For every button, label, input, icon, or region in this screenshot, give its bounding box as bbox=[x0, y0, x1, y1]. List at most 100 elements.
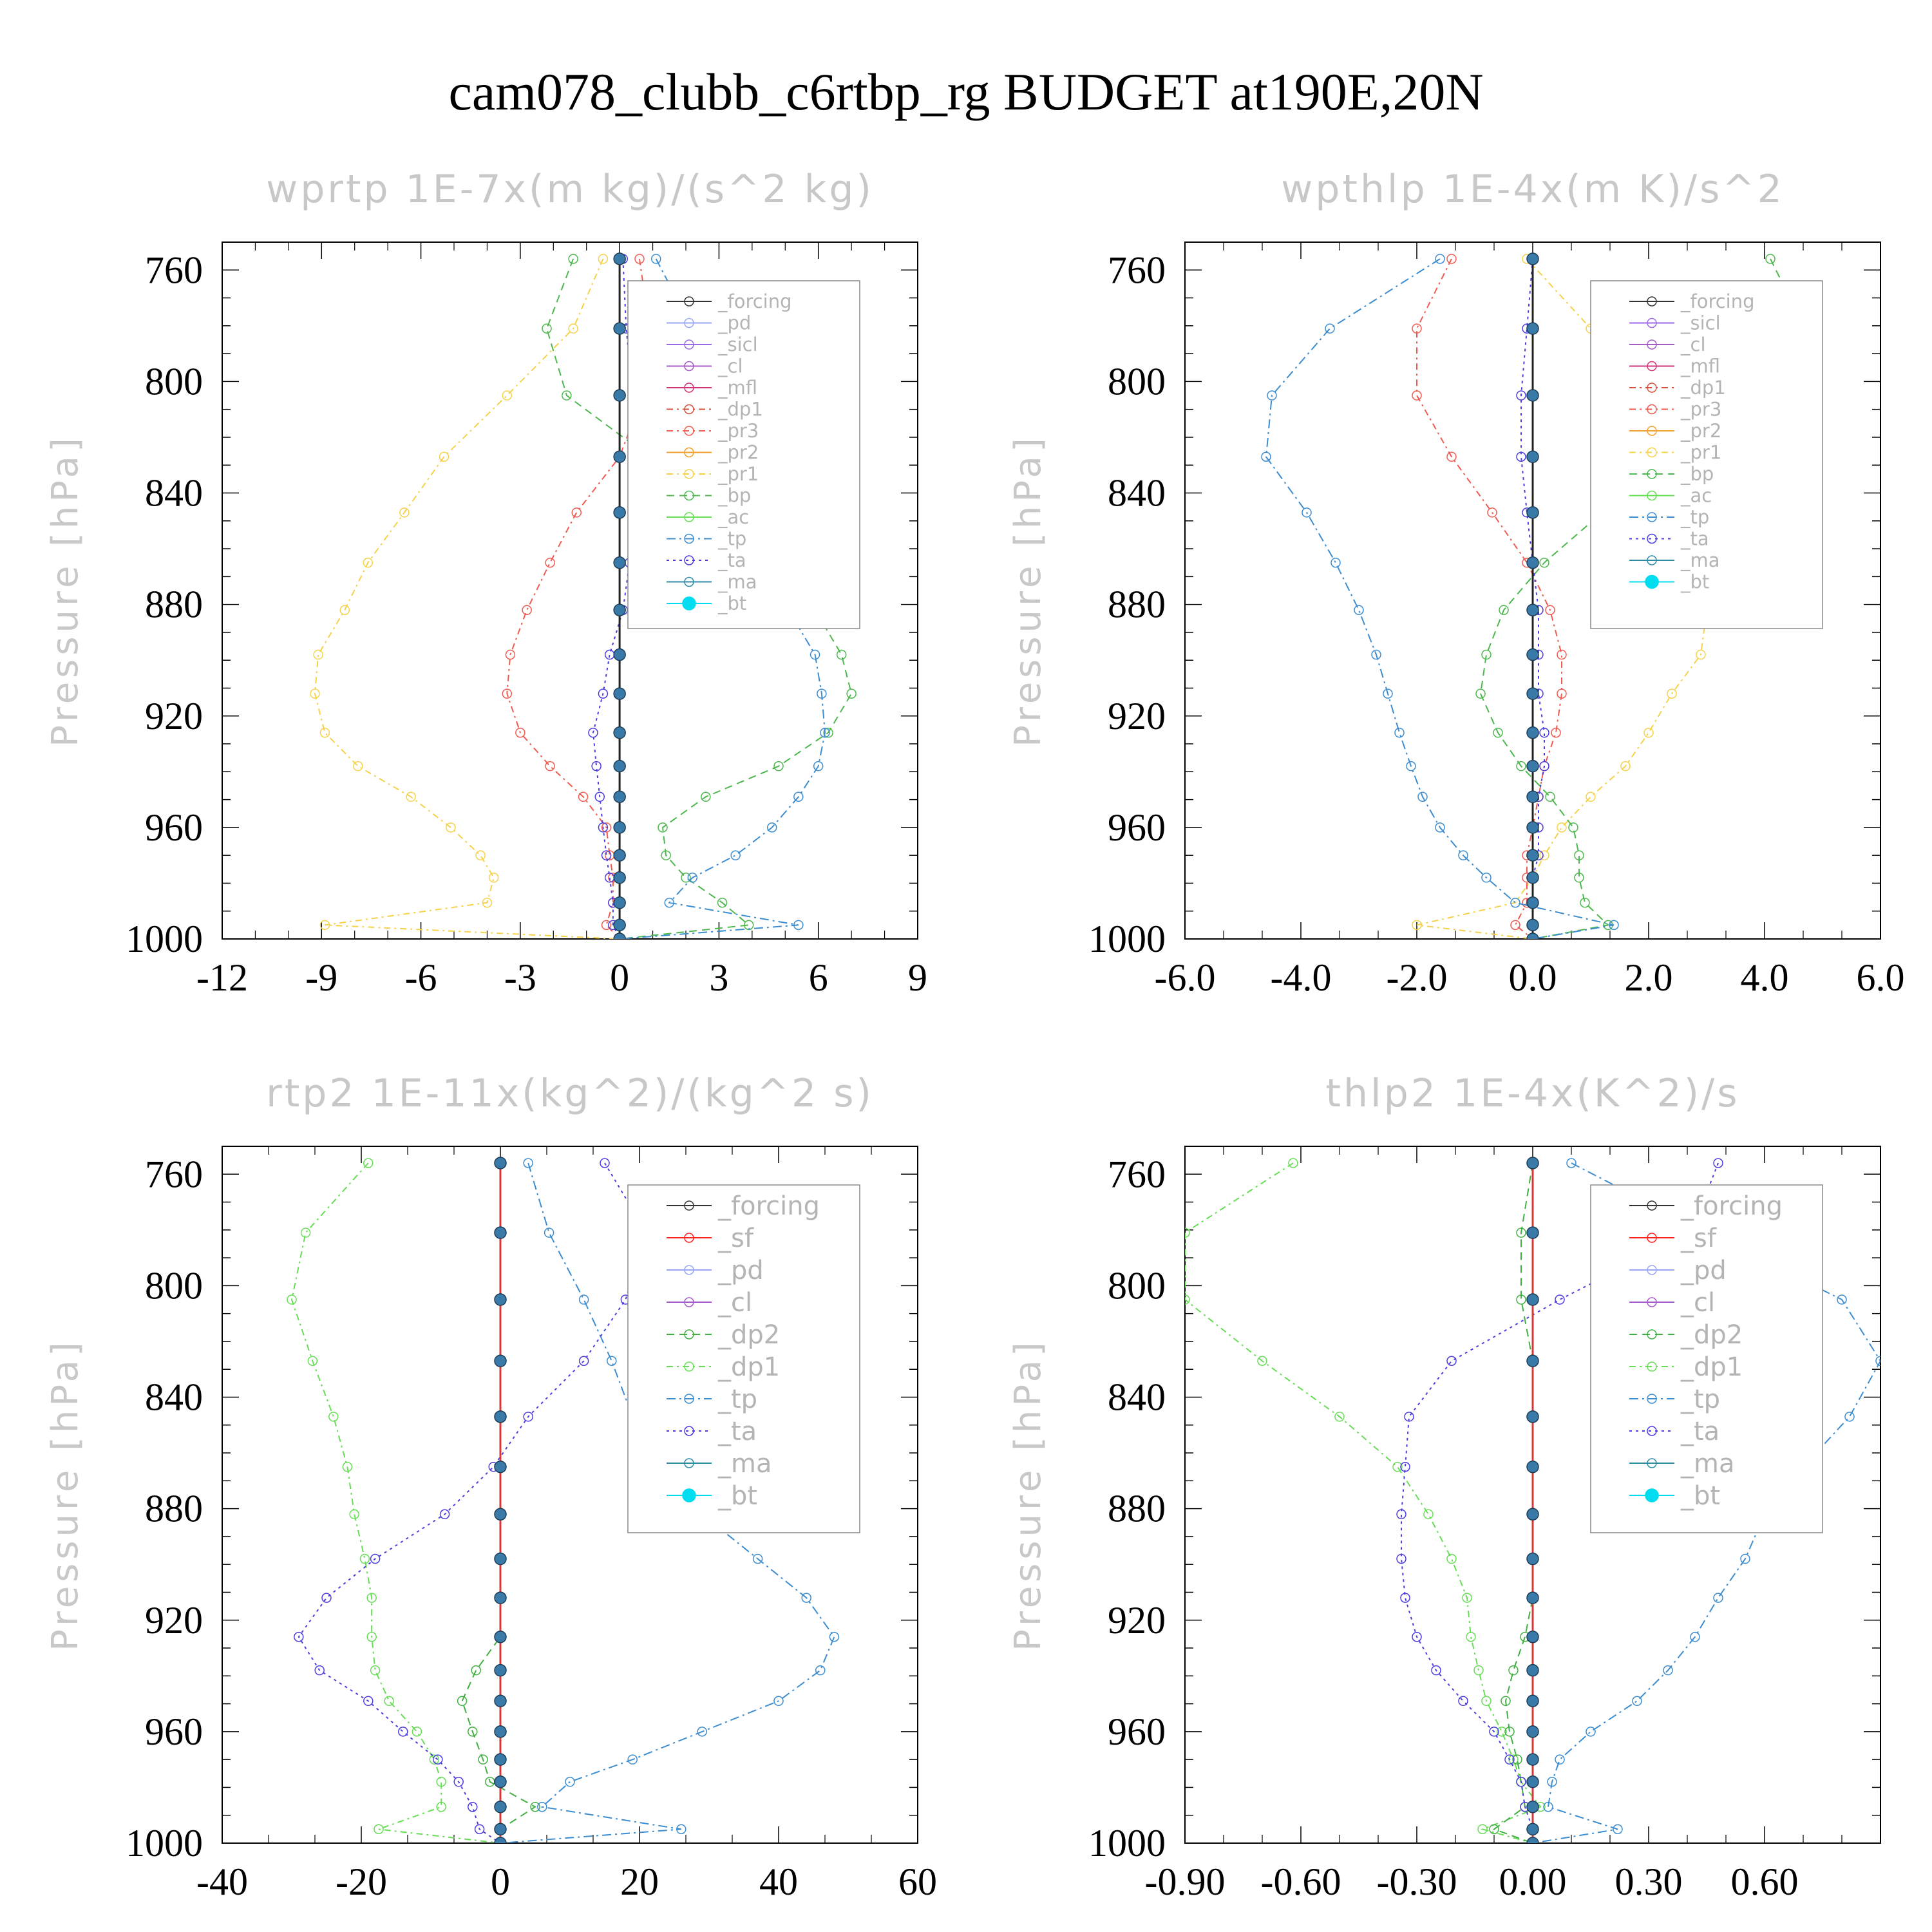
series-point-ta bbox=[523, 1412, 533, 1422]
series-point-dp1 bbox=[1185, 1227, 1190, 1238]
series-point-pr3 bbox=[601, 920, 612, 931]
series-point-bt bbox=[613, 918, 626, 932]
series-point-bt bbox=[1526, 450, 1539, 464]
series-point-tp bbox=[810, 649, 820, 660]
legend-label: _dp1 bbox=[717, 1352, 780, 1382]
legend-marker bbox=[1647, 1329, 1657, 1340]
series-point-dp1 bbox=[436, 1801, 446, 1812]
legend-label: _pd bbox=[717, 312, 751, 334]
y-tick-label: 960 bbox=[1108, 1710, 1166, 1753]
legend-label: _bt bbox=[717, 592, 746, 614]
series-point-tp bbox=[801, 1593, 811, 1603]
y-tick-label: 880 bbox=[145, 583, 203, 626]
series-point-bt bbox=[494, 1410, 507, 1423]
y-axis-label: Pressure [hPa] bbox=[1007, 434, 1049, 747]
series-point-tp bbox=[523, 1158, 533, 1168]
series-point-dp2 bbox=[1504, 1727, 1515, 1737]
series-point-ta bbox=[1555, 1294, 1565, 1305]
series-point-dp1 bbox=[370, 1665, 381, 1676]
series-point-dp1 bbox=[1257, 1356, 1267, 1367]
series-point-bp bbox=[1580, 897, 1590, 908]
series-point-bp bbox=[823, 727, 833, 738]
series-point-bp bbox=[1568, 822, 1578, 833]
legend-label: _dp1 bbox=[717, 399, 763, 421]
series-point-pr3 bbox=[1557, 688, 1567, 699]
series-point-pr1 bbox=[568, 323, 578, 334]
series-point-pr1 bbox=[439, 451, 450, 462]
series-point-tp bbox=[1713, 1593, 1723, 1603]
series-point-tp bbox=[1261, 451, 1271, 462]
series-point-dp1 bbox=[1473, 1665, 1484, 1676]
series-point-bt bbox=[1526, 687, 1539, 700]
series-point-tp bbox=[676, 1824, 687, 1835]
series-point-pr1 bbox=[310, 688, 320, 699]
legend-marker bbox=[1647, 339, 1657, 350]
series-point-bt bbox=[1526, 1354, 1539, 1368]
series-point-bp bbox=[661, 850, 671, 860]
series-point-bp bbox=[1516, 761, 1526, 772]
series-point-ta bbox=[601, 850, 612, 860]
series-point-bt bbox=[1526, 1226, 1539, 1239]
series-point-tp bbox=[1543, 1801, 1553, 1812]
series-point-pr3 bbox=[545, 557, 555, 568]
legend-marker bbox=[684, 1458, 694, 1468]
series-point-tp bbox=[1383, 688, 1393, 699]
series-point-tp bbox=[1547, 1777, 1557, 1787]
series-point-bt bbox=[1526, 603, 1539, 617]
y-tick-label: 920 bbox=[145, 695, 203, 737]
series-point-dp2 bbox=[478, 1754, 488, 1765]
series-point-bp bbox=[1475, 688, 1486, 699]
series-point-bt bbox=[1526, 1694, 1539, 1708]
series-point-tp bbox=[1331, 557, 1341, 568]
legend-label: _cl bbox=[717, 355, 743, 377]
legend-label: _dp1 bbox=[1680, 1352, 1743, 1382]
legend-label: _dp1 bbox=[1680, 377, 1726, 399]
series-point-bt bbox=[613, 556, 626, 569]
x-tick-label: -0.90 bbox=[1145, 1861, 1226, 1903]
legend-label: _pr1 bbox=[1680, 442, 1721, 464]
series-point-pr1 bbox=[1586, 791, 1596, 802]
legend-label: _cl bbox=[1680, 1288, 1715, 1318]
series-point-tp bbox=[1435, 254, 1445, 264]
legend-label: _ta bbox=[717, 1417, 757, 1446]
series-point-bt bbox=[494, 1460, 507, 1473]
series-point-bt bbox=[494, 1663, 507, 1677]
x-tick-label: -0.60 bbox=[1261, 1861, 1341, 1903]
legend-marker bbox=[1647, 1426, 1657, 1436]
y-axis-label: Pressure [hPa] bbox=[1007, 1338, 1049, 1651]
series-point-tp bbox=[1566, 1158, 1577, 1168]
y-tick-label: 960 bbox=[1108, 806, 1166, 849]
series-point-ta bbox=[1516, 1777, 1526, 1787]
panel-title: wpthlp 1E-4x(m K)/s^2 bbox=[1281, 167, 1785, 212]
plot-frame bbox=[222, 1146, 918, 1844]
legend-label: _sf bbox=[717, 1224, 754, 1253]
series-point-bt bbox=[613, 252, 626, 265]
y-axis-label: Pressure [hPa] bbox=[44, 1338, 86, 1651]
legend-label: _pr3 bbox=[1680, 399, 1721, 421]
legend-label: _tp bbox=[1680, 506, 1709, 528]
series-point-pr3 bbox=[1487, 507, 1497, 518]
legend-label: _pr1 bbox=[717, 463, 759, 485]
y-tick-label: 960 bbox=[145, 1710, 203, 1753]
series-point-dp2 bbox=[1501, 1696, 1511, 1707]
series-point-bt bbox=[1526, 1157, 1539, 1170]
series-point-pr1 bbox=[446, 822, 456, 833]
series-point-pr1 bbox=[1667, 688, 1677, 699]
series-point-ta bbox=[1404, 1412, 1414, 1422]
series-point-tp bbox=[687, 873, 698, 883]
panel-4: thlp2 1E-4x(K^2)/s Pressure [hPa] 760 800 84… bbox=[1007, 1071, 1881, 1903]
series-point-bt bbox=[613, 790, 626, 804]
series-point-tp bbox=[1844, 1412, 1855, 1422]
series-point-pr1 bbox=[1643, 727, 1654, 738]
legend-label: _pd bbox=[717, 1256, 764, 1285]
series-point-bt bbox=[1526, 1837, 1539, 1843]
series-point-tp bbox=[1632, 1696, 1642, 1707]
series-line-ta bbox=[298, 1162, 647, 1843]
legend-label: _ta bbox=[1680, 1417, 1719, 1446]
series-point-ta bbox=[1516, 451, 1526, 462]
panel-3: rtp2 1E-11x(kg^2)/(kg^2 s) Pressure [hPa]… bbox=[44, 1071, 937, 1903]
series-point-tp bbox=[537, 1801, 547, 1812]
series-point-bt bbox=[494, 1293, 507, 1306]
series-point-bt bbox=[1526, 506, 1539, 519]
series-point-bp bbox=[562, 390, 572, 401]
